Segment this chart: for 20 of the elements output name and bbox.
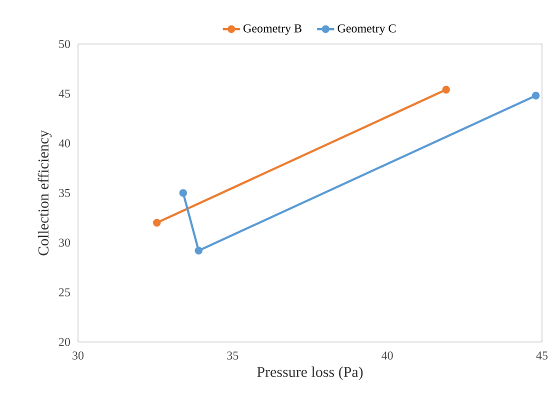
- x-tick-label: 30: [72, 352, 84, 360]
- point: [442, 86, 450, 94]
- y-tick-label: 20: [59, 338, 70, 346]
- y-axis-title: Collection efficiency: [38, 130, 52, 256]
- y-tick-label: 25: [59, 288, 70, 296]
- point: [532, 92, 540, 100]
- x-tick-label: 45: [536, 352, 548, 360]
- y-tick-label: 35: [59, 188, 70, 198]
- y-tick-label: 45: [58, 90, 70, 98]
- y-tick-label: 50: [59, 40, 70, 48]
- point: [194, 246, 203, 255]
- point: [179, 189, 188, 197]
- point: [152, 218, 161, 227]
- x-axis-title: Pressure loss (Pa): [257, 366, 363, 380]
- legend-label: Geometry B: [244, 24, 302, 35]
- y-tick-label: 30: [59, 238, 70, 247]
- legend-label: Geometry C: [338, 24, 396, 35]
- x-tick-label: 35: [227, 352, 238, 360]
- x-tick-label: 40: [382, 352, 393, 360]
- y-tick-label: 40: [58, 139, 70, 148]
